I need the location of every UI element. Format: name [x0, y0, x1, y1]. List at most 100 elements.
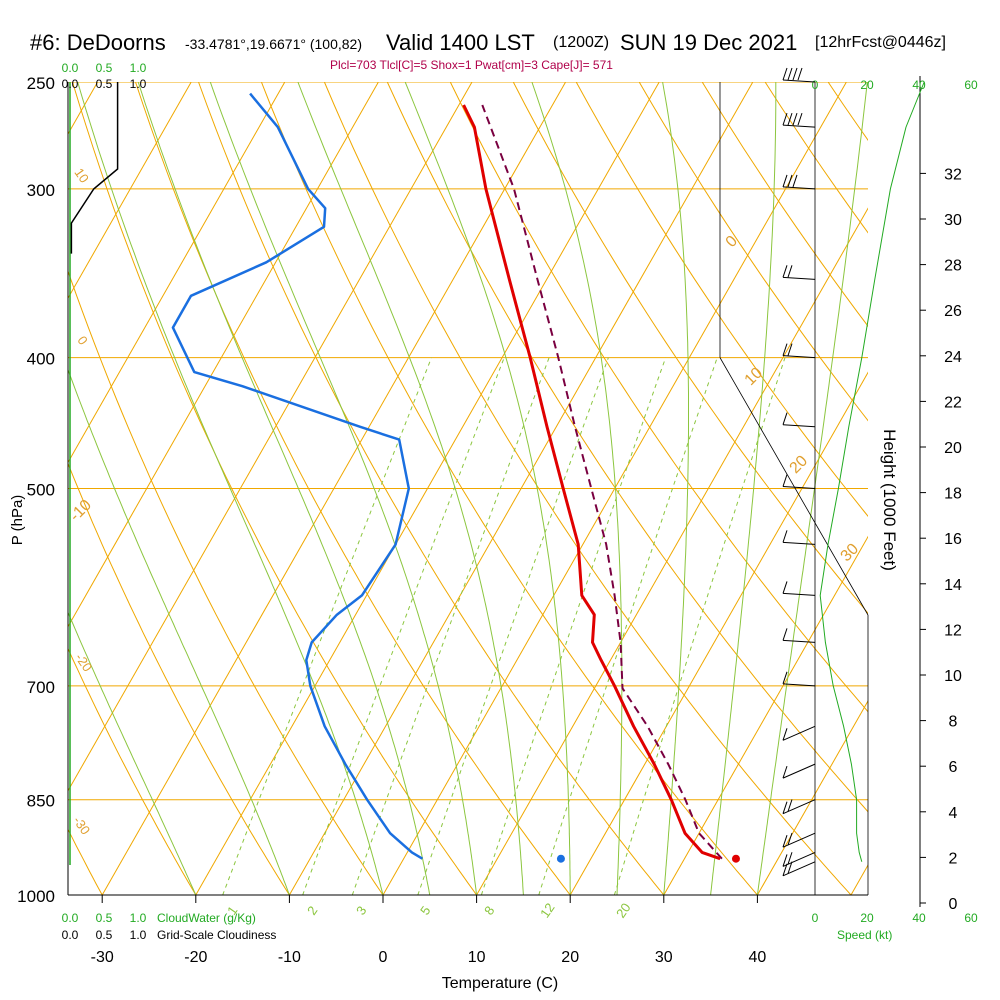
mixing-ratio-line	[351, 357, 550, 895]
cloudiness-label: Grid-Scale Cloudiness	[157, 928, 276, 942]
wind-barb-shaft	[782, 541, 816, 545]
cloudiness-bottom-tick: 0.0	[62, 928, 79, 942]
wind-bottom-tick: 20	[860, 911, 874, 925]
wind-barb-feather	[782, 581, 788, 594]
wind-barb-shaft	[782, 276, 816, 280]
mixing-ratio-line	[417, 357, 609, 895]
height-tick-label: 30	[944, 212, 962, 229]
mixing-ratio-label: 5	[417, 903, 433, 918]
mixing-ratio-line	[302, 357, 505, 895]
wind-barb-feather	[787, 343, 793, 356]
isotherm-line	[68, 82, 473, 792]
dry-adiabat	[512, 82, 868, 615]
wind-bottom-tick: 0	[812, 911, 819, 925]
isotherm-line	[101, 82, 567, 895]
cloud-panel: 0.0 0.5 1.0 0.0 0.5 1.0 0.0 0.5 1.0 0.0 0.5 1.0 Clou…	[62, 61, 277, 942]
pressure-tick-label: 850	[27, 792, 55, 811]
cloudiness-trace	[70, 82, 119, 254]
dry-adiabat-label: 20	[787, 452, 812, 477]
mixing-ratio-label: 3	[353, 903, 369, 918]
wind-barb-feather	[787, 832, 793, 846]
valid-date: SUN 19 Dec 2021	[620, 30, 798, 55]
wind-barb	[782, 265, 816, 280]
cloudiness-top-tick: 0.5	[96, 77, 113, 91]
wind-barb-feather	[787, 112, 793, 126]
cloudiness-bottom-tick: 1.0	[130, 928, 147, 942]
wind-barb-shaft	[782, 486, 816, 489]
wind-barb-shaft	[782, 124, 816, 128]
wind-barb-feather	[782, 343, 788, 356]
isotherm-line	[288, 82, 754, 895]
mixing-ratio-line	[222, 357, 432, 895]
height-tick-label: 18	[944, 486, 962, 503]
temperature-trace	[462, 104, 721, 861]
mixing-ratio-line	[613, 357, 786, 895]
mixing-ratio-label: 8	[481, 903, 497, 918]
wind-barb-shaft	[782, 725, 816, 741]
height-tick-label: 10	[944, 668, 962, 685]
x-tick-label: -10	[278, 949, 301, 966]
wind-barb-shaft	[782, 639, 816, 643]
height-tick-label: 26	[944, 303, 962, 320]
wind-barb-feather	[782, 765, 788, 779]
mixing-ratio-line	[480, 357, 667, 895]
wind-barb	[782, 832, 816, 848]
wind-barb-feather	[792, 174, 798, 188]
wind-top-tick: 60	[964, 78, 978, 92]
wind-barb	[782, 174, 816, 190]
x-tick-label: 0	[379, 949, 388, 966]
forecast-tag: [12hrFcst@0446z]	[815, 34, 946, 51]
height-tick-label: 2	[949, 850, 958, 867]
wind-barb-feather	[782, 863, 788, 876]
height-tick-label: 24	[944, 349, 962, 366]
dry-adiabat	[68, 647, 197, 895]
wind-barb-feather	[787, 174, 793, 188]
height-tick-label: 20	[944, 440, 962, 457]
wind-barb-shaft	[782, 79, 816, 83]
dry-adiabat	[135, 82, 571, 895]
moist-adiabat	[77, 82, 384, 895]
wind-barb	[782, 530, 816, 545]
cloudwater-label: CloudWater (g/Kg)	[157, 911, 256, 925]
wind-barb-feather	[787, 799, 793, 812]
mixing-ratio-label: 20	[613, 900, 634, 920]
x-tick-label: 10	[468, 949, 486, 966]
cloudiness-bottom-tick: 0.5	[96, 928, 113, 942]
isotherm-label: -30	[70, 813, 93, 837]
cloudwater-bottom-tick: 1.0	[130, 911, 147, 925]
isotherm-label: -20	[72, 650, 95, 674]
isotherm-line	[195, 82, 660, 895]
wind-barb-feather	[782, 474, 788, 487]
pressure-tick-label: 250	[27, 74, 55, 93]
cloudwater-top-tick: 1.0	[130, 61, 147, 75]
moist-adiabat	[756, 82, 868, 895]
wind-barb	[782, 67, 816, 83]
dry-adiabat	[72, 82, 478, 895]
moist-adiabat	[68, 611, 197, 895]
wind-barb-feather	[782, 628, 788, 641]
wind-barb	[782, 799, 816, 815]
moist-adiabat	[404, 82, 571, 895]
moist-adiabat	[531, 82, 623, 895]
dry-adiabat	[0, 82, 9, 895]
wind-barb	[782, 763, 816, 779]
wind-barb-feather	[792, 112, 798, 126]
wind-barb-feather	[787, 852, 793, 865]
wind-top-tick: 20	[860, 78, 874, 92]
wind-barb	[782, 474, 816, 489]
chart-title: #6: DeDoorns -33.4781°,19.6671° (100,82)…	[0, 30, 1000, 60]
wind-barb	[782, 671, 816, 687]
moist-adiabat	[662, 82, 689, 895]
dry-adiabat	[701, 82, 868, 327]
x-tick-label: 20	[561, 949, 579, 966]
x-tick-label: -30	[91, 949, 114, 966]
isotherm-label: 10	[71, 165, 92, 185]
wind-barb	[782, 628, 816, 643]
station-coords: -33.4781°,19.6671° (100,82)	[185, 36, 362, 52]
wind-barb	[782, 343, 816, 359]
wind-bottom-tick: 40	[912, 911, 926, 925]
wind-barb-feather	[782, 112, 788, 126]
wind-barb-feather	[782, 530, 788, 543]
